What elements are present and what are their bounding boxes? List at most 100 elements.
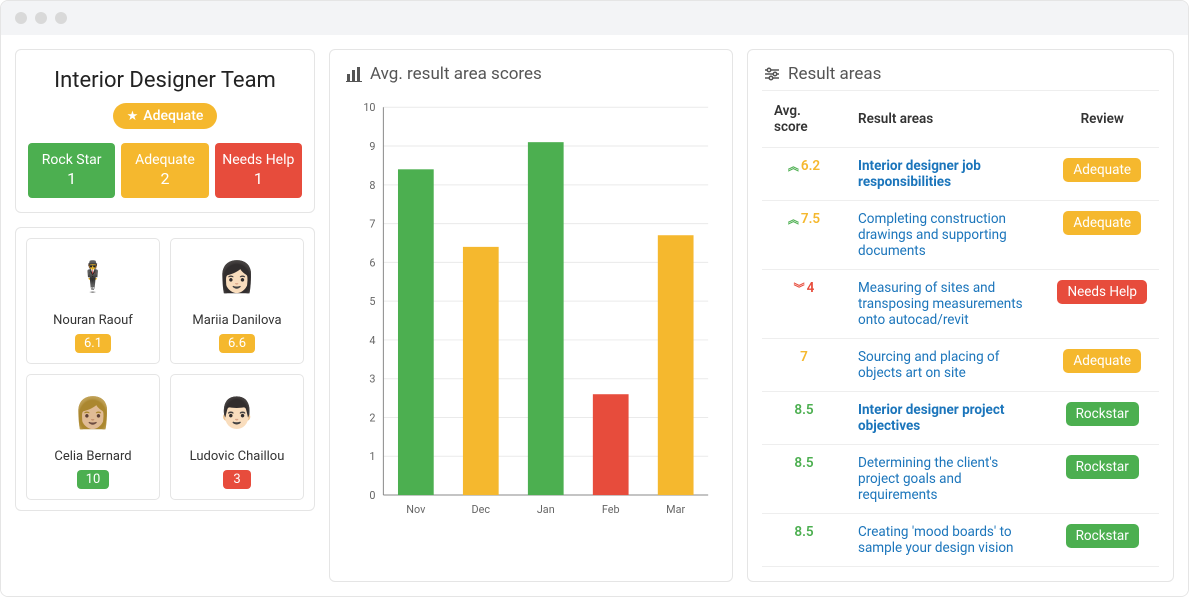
- cell-score: ︽6.2: [762, 148, 846, 201]
- cell-score: 8.5: [762, 445, 846, 514]
- member-name: Nouran Raouf: [33, 313, 153, 328]
- cell-review: Rockstar: [1045, 445, 1159, 514]
- svg-text:Jan: Jan: [537, 503, 555, 516]
- svg-text:0: 0: [369, 489, 375, 502]
- svg-text:1: 1: [369, 450, 375, 463]
- cell-area: Determining the client's project goals a…: [846, 445, 1045, 514]
- stat-label: Rock Star: [42, 152, 102, 168]
- svg-text:5: 5: [369, 295, 375, 308]
- cell-score: 8.5: [762, 392, 846, 445]
- window-control-minimize[interactable]: [35, 12, 47, 24]
- dashboard: Interior Designer Team ★ Adequate Rock S…: [1, 35, 1188, 596]
- member-card[interactable]: 👩🏼Celia Bernard10: [26, 374, 160, 500]
- window-control-close[interactable]: [15, 12, 27, 24]
- table-row: ︾4Measuring of sites and transposing mea…: [762, 270, 1159, 339]
- bar: [463, 247, 499, 495]
- score-value: 6.2: [801, 158, 820, 174]
- member-card[interactable]: 👨🏻 Ludovic Chaillou 3: [170, 374, 304, 500]
- score-value: 8.5: [794, 524, 813, 540]
- svg-text:7: 7: [369, 218, 375, 231]
- member-score-chip: 10: [77, 470, 110, 489]
- result-area-link[interactable]: Sourcing and placing of objects art on s…: [858, 349, 999, 381]
- review-badge: Adequate: [1063, 158, 1141, 182]
- stat-label: Adequate: [135, 152, 195, 168]
- score-value: 8.5: [794, 402, 813, 418]
- review-badge: Rockstar: [1066, 455, 1139, 479]
- table-row: ︽7.5Completing construction drawings and…: [762, 201, 1159, 270]
- sliders-icon: [764, 66, 780, 82]
- trend-down-icon: ︾: [794, 282, 805, 295]
- review-badge: Adequate: [1063, 349, 1141, 373]
- team-stat-box[interactable]: Needs Help1: [215, 143, 302, 198]
- team-stat-box[interactable]: Adequate2: [121, 143, 208, 198]
- stat-count: 1: [219, 169, 298, 190]
- svg-text:2: 2: [369, 411, 375, 424]
- table-row: 7 Sourcing and placing of objects art on …: [762, 339, 1159, 392]
- col-header-review: Review: [1045, 91, 1159, 148]
- chart-panel: Avg. result area scores 012345678910NovD…: [329, 49, 733, 582]
- result-area-link[interactable]: Creating 'mood boards' to sample your de…: [858, 524, 1014, 556]
- team-title: Interior Designer Team: [30, 68, 300, 93]
- cell-review: Adequate: [1045, 339, 1159, 392]
- trend-up-icon: ︽: [788, 213, 799, 226]
- left-column: Interior Designer Team ★ Adequate Rock S…: [15, 49, 315, 582]
- table-row: 8.5Determining the client's project goal…: [762, 445, 1159, 514]
- cell-area: Completing construction drawings and sup…: [846, 201, 1045, 270]
- result-area-link[interactable]: Determining the client's project goals a…: [858, 455, 998, 503]
- cell-review: Adequate: [1045, 148, 1159, 201]
- avatar: 🕴️: [66, 251, 120, 305]
- team-stat-box[interactable]: Rock Star1: [28, 143, 115, 198]
- avatar: 👨🏻: [210, 387, 264, 441]
- score-value: 7.5: [801, 211, 820, 227]
- member-score-chip: 6.1: [75, 334, 111, 353]
- svg-text:Nov: Nov: [406, 503, 426, 516]
- cell-score: ︽7.5: [762, 201, 846, 270]
- col-header-score: Avg. score: [762, 91, 846, 148]
- review-badge: Adequate: [1063, 211, 1141, 235]
- table-row: 8.5 Interior designer project objectives R…: [762, 392, 1159, 445]
- team-stat-row: Rock Star1Adequate2Needs Help1: [16, 143, 314, 212]
- window-control-zoom[interactable]: [55, 12, 67, 24]
- window: Interior Designer Team ★ Adequate Rock S…: [0, 0, 1189, 597]
- avg-scores-bar-chart: 012345678910NovDecJanFebMar: [344, 96, 718, 526]
- result-area-link[interactable]: Measuring of sites and transposing measu…: [858, 280, 1023, 328]
- bar: [658, 235, 694, 495]
- cell-area: Interior designer job responsibilities: [846, 148, 1045, 201]
- member-card[interactable]: 🕴️ Nouran Raouf 6.1: [26, 238, 160, 364]
- stat-count: 1: [32, 169, 111, 190]
- team-status-badge: ★ Adequate: [113, 103, 218, 129]
- stat-label: Needs Help: [222, 152, 294, 168]
- avatar: 👩🏻: [210, 251, 264, 305]
- cell-review: Rockstar: [1045, 514, 1159, 567]
- result-area-link[interactable]: Interior designer project objectives: [858, 402, 1004, 434]
- cell-score: 8.5: [762, 514, 846, 567]
- trend-up-icon: ︽: [788, 160, 799, 173]
- team-summary-panel: Interior Designer Team ★ Adequate Rock S…: [15, 49, 315, 213]
- member-score-chip: 3: [223, 470, 251, 489]
- score-value: 7: [800, 349, 808, 365]
- window-titlebar: [1, 1, 1188, 35]
- svg-text:6: 6: [369, 256, 375, 269]
- svg-text:4: 4: [369, 334, 375, 347]
- star-icon: ★: [127, 109, 139, 124]
- col-header-area: Result areas: [846, 91, 1045, 148]
- member-name: Ludovic Chaillou: [177, 449, 297, 464]
- cell-review: Needs Help: [1045, 270, 1159, 339]
- member-card[interactable]: 👩🏻Mariia Danilova6.6: [170, 238, 304, 364]
- stat-count: 2: [125, 169, 204, 190]
- svg-text:10: 10: [363, 101, 375, 114]
- review-badge: Rockstar: [1066, 402, 1139, 426]
- cell-score: 7: [762, 339, 846, 392]
- member-score-chip: 6.6: [219, 334, 255, 353]
- svg-text:3: 3: [369, 373, 375, 386]
- cell-area: Measuring of sites and transposing measu…: [846, 270, 1045, 339]
- cell-score: ︾4: [762, 270, 846, 339]
- table-row: 8.5 Creating 'mood boards' to sample your…: [762, 514, 1159, 567]
- review-badge: Rockstar: [1066, 524, 1139, 548]
- result-area-link[interactable]: Completing construction drawings and sup…: [858, 211, 1007, 259]
- svg-text:Feb: Feb: [602, 503, 620, 516]
- score-value: 4: [807, 280, 815, 296]
- bar: [593, 394, 629, 495]
- result-area-link[interactable]: Interior designer job responsibilities: [858, 158, 981, 190]
- team-status-label: Adequate: [143, 108, 203, 124]
